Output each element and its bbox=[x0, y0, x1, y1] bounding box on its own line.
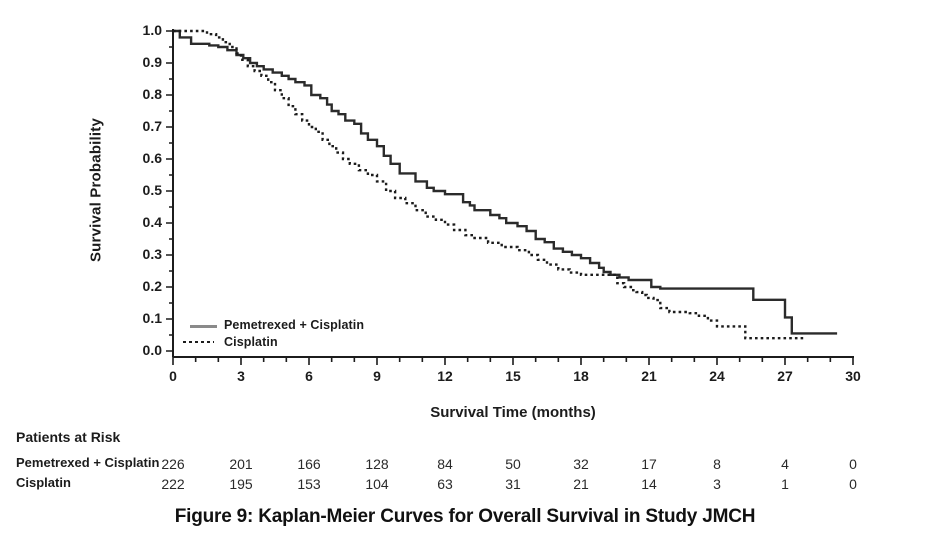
y-tick-label: 0.6 bbox=[142, 150, 162, 166]
risk-count: 17 bbox=[641, 456, 657, 472]
risk-count: 50 bbox=[505, 456, 521, 472]
y-tick-label: 0.8 bbox=[142, 86, 162, 102]
y-tick-label: 0.4 bbox=[142, 214, 162, 230]
risk-count: 84 bbox=[437, 456, 453, 472]
legend-label-cisplatin: Cisplatin bbox=[224, 335, 278, 349]
risk-count: 3 bbox=[713, 476, 721, 492]
x-tick-label: 0 bbox=[169, 368, 177, 384]
x-axis-title: Survival Time (months) bbox=[430, 404, 596, 421]
y-tick-label: 0.1 bbox=[142, 310, 162, 326]
risk-count: 14 bbox=[641, 476, 657, 492]
legend-label-pemetrexed-cisplatin: Pemetrexed + Cisplatin bbox=[224, 318, 365, 332]
series-curve-pemetrexed-cisplatin bbox=[173, 29, 838, 335]
y-tick-label: 0.7 bbox=[142, 118, 162, 134]
risk-table-heading: Patients at Risk bbox=[16, 429, 121, 445]
axis-ticks bbox=[166, 30, 854, 365]
risk-count: 222 bbox=[161, 476, 185, 492]
risk-count: 31 bbox=[505, 476, 521, 492]
risk-count: 21 bbox=[573, 476, 589, 492]
x-tick-label: 9 bbox=[373, 368, 381, 384]
risk-count: 166 bbox=[297, 456, 321, 472]
y-tick-label: 1.0 bbox=[142, 22, 162, 38]
x-tick-label: 18 bbox=[573, 368, 589, 384]
risk-count: 128 bbox=[365, 456, 389, 472]
x-tick-label: 30 bbox=[845, 368, 861, 384]
series-curve-cisplatin bbox=[173, 29, 806, 340]
x-tick-label: 24 bbox=[709, 368, 725, 384]
y-tick-label: 0.0 bbox=[142, 342, 162, 358]
risk-count: 226 bbox=[161, 456, 185, 472]
y-tick-label: 0.3 bbox=[142, 246, 162, 262]
risk-row-label-pemetrexed-cisplatin: Pemetrexed + Cisplatin bbox=[16, 455, 160, 470]
risk-count: 8 bbox=[713, 456, 721, 472]
legend-dotted-line-sample bbox=[183, 341, 214, 343]
risk-count: 201 bbox=[229, 456, 253, 472]
y-tick-label: 0.5 bbox=[142, 182, 162, 198]
risk-count: 63 bbox=[437, 476, 453, 492]
x-tick-label: 21 bbox=[641, 368, 657, 384]
y-tick-label: 0.2 bbox=[142, 278, 162, 294]
x-tick-label: 15 bbox=[505, 368, 521, 384]
x-tick-label: 6 bbox=[305, 368, 313, 384]
risk-count: 1 bbox=[781, 476, 789, 492]
x-tick-label: 27 bbox=[777, 368, 793, 384]
figure-title: Figure 9: Kaplan-Meier Curves for Overal… bbox=[174, 506, 756, 527]
risk-count: 0 bbox=[849, 476, 857, 492]
y-tick-label: 0.9 bbox=[142, 54, 162, 70]
x-tick-label: 3 bbox=[237, 368, 245, 384]
risk-count: 104 bbox=[365, 476, 389, 492]
x-tick-label: 12 bbox=[437, 368, 453, 384]
risk-count: 32 bbox=[573, 456, 589, 472]
risk-count: 195 bbox=[229, 476, 253, 492]
risk-row-label-cisplatin: Cisplatin bbox=[16, 475, 71, 490]
risk-count: 0 bbox=[849, 456, 857, 472]
risk-count: 4 bbox=[781, 456, 789, 472]
risk-count: 153 bbox=[297, 476, 321, 492]
legend-solid-line-sample bbox=[190, 325, 217, 328]
